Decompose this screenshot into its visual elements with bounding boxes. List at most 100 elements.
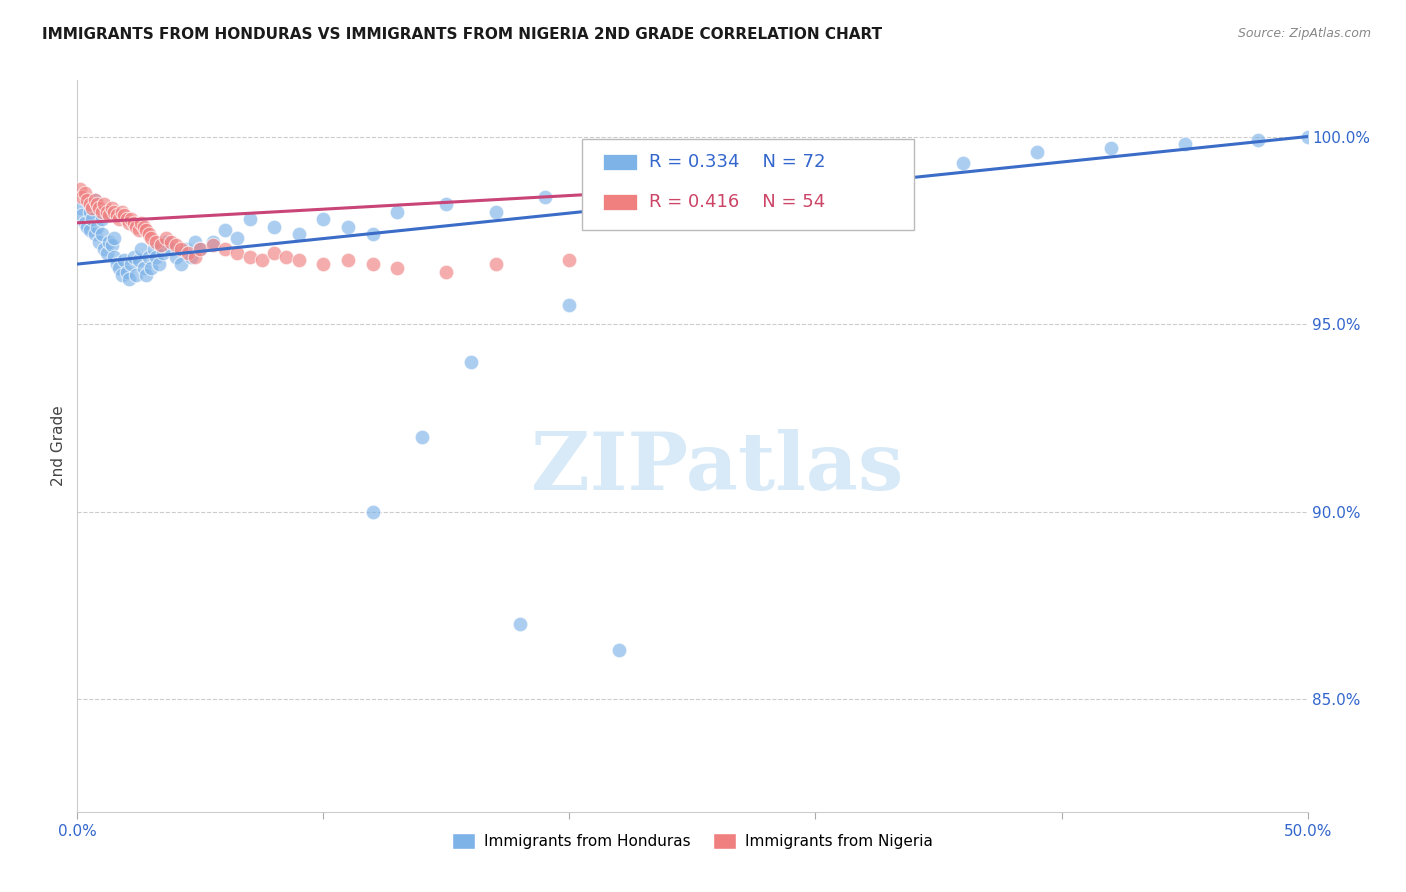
Point bbox=[128, 253, 150, 268]
Point bbox=[122, 216, 145, 230]
Point bbox=[129, 216, 153, 230]
Point bbox=[132, 219, 155, 234]
Point bbox=[112, 253, 135, 268]
Point bbox=[73, 216, 96, 230]
Point bbox=[89, 235, 111, 249]
Point bbox=[73, 186, 96, 200]
Point bbox=[485, 204, 508, 219]
Point bbox=[485, 257, 508, 271]
Point bbox=[79, 223, 101, 237]
Point bbox=[731, 167, 754, 181]
Point bbox=[141, 231, 163, 245]
Point bbox=[98, 235, 121, 249]
Point bbox=[90, 212, 114, 227]
Point bbox=[69, 182, 91, 196]
Point bbox=[129, 242, 153, 256]
Point bbox=[436, 197, 458, 211]
Point bbox=[82, 212, 104, 227]
Point bbox=[177, 245, 200, 260]
Point bbox=[135, 223, 157, 237]
Point bbox=[108, 212, 131, 227]
Point bbox=[90, 204, 114, 219]
Point bbox=[361, 227, 384, 241]
Point bbox=[174, 242, 197, 256]
Point bbox=[558, 253, 581, 268]
Point bbox=[583, 178, 606, 193]
Point bbox=[141, 260, 163, 275]
Point bbox=[89, 201, 111, 215]
Text: IMMIGRANTS FROM HONDURAS VS IMMIGRANTS FROM NIGERIA 2ND GRADE CORRELATION CHART: IMMIGRANTS FROM HONDURAS VS IMMIGRANTS F… bbox=[42, 27, 883, 42]
Point bbox=[121, 257, 143, 271]
Point bbox=[312, 257, 335, 271]
Point bbox=[105, 208, 128, 222]
Point bbox=[101, 238, 124, 252]
Point bbox=[83, 194, 105, 208]
Point bbox=[79, 204, 101, 219]
Point bbox=[108, 260, 131, 275]
Point bbox=[250, 253, 273, 268]
Point bbox=[165, 250, 187, 264]
Point bbox=[115, 264, 138, 278]
Legend: Immigrants from Honduras, Immigrants from Nigeria: Immigrants from Honduras, Immigrants fro… bbox=[446, 827, 939, 855]
Point bbox=[76, 194, 98, 208]
Point bbox=[138, 250, 160, 264]
Point bbox=[150, 238, 173, 252]
Point bbox=[201, 235, 224, 249]
Point bbox=[112, 208, 135, 222]
Point bbox=[76, 219, 98, 234]
Point bbox=[83, 227, 105, 241]
Point bbox=[82, 201, 104, 215]
Point bbox=[509, 617, 531, 632]
Point bbox=[150, 238, 173, 252]
Point bbox=[145, 250, 167, 264]
Point bbox=[361, 505, 384, 519]
Point bbox=[436, 264, 458, 278]
Point bbox=[93, 242, 115, 256]
Point bbox=[239, 212, 262, 227]
Y-axis label: 2nd Grade: 2nd Grade bbox=[51, 406, 66, 486]
Point bbox=[1247, 133, 1270, 147]
Point bbox=[1026, 145, 1049, 159]
Point bbox=[105, 257, 128, 271]
Point bbox=[155, 231, 177, 245]
Text: ZIPatlas: ZIPatlas bbox=[531, 429, 903, 507]
Point bbox=[534, 189, 557, 203]
Point bbox=[103, 231, 125, 245]
Point bbox=[170, 257, 193, 271]
Point bbox=[385, 260, 409, 275]
Point bbox=[411, 429, 433, 443]
Point bbox=[138, 227, 160, 241]
Point bbox=[288, 253, 311, 268]
Text: R = 0.416    N = 54: R = 0.416 N = 54 bbox=[650, 193, 825, 211]
Point bbox=[86, 197, 108, 211]
Point bbox=[125, 219, 148, 234]
Point bbox=[361, 257, 384, 271]
Point bbox=[111, 268, 132, 283]
Point bbox=[128, 223, 150, 237]
Point bbox=[879, 152, 901, 166]
Point bbox=[101, 201, 124, 215]
Point bbox=[121, 212, 143, 227]
Point bbox=[90, 227, 114, 241]
Point bbox=[460, 354, 482, 368]
Point bbox=[115, 212, 138, 227]
Point bbox=[111, 204, 132, 219]
Point bbox=[239, 250, 262, 264]
Point bbox=[184, 235, 207, 249]
FancyBboxPatch shape bbox=[603, 154, 637, 170]
Point bbox=[118, 216, 141, 230]
Point bbox=[226, 231, 249, 245]
Point bbox=[170, 242, 193, 256]
Point bbox=[122, 250, 145, 264]
FancyBboxPatch shape bbox=[582, 139, 914, 230]
Point bbox=[337, 219, 360, 234]
Point bbox=[558, 298, 581, 312]
Point bbox=[160, 242, 183, 256]
Point bbox=[152, 245, 174, 260]
Point bbox=[214, 242, 236, 256]
FancyBboxPatch shape bbox=[603, 194, 637, 210]
Point bbox=[148, 257, 170, 271]
Point bbox=[804, 160, 827, 174]
Point bbox=[607, 643, 630, 657]
Point bbox=[226, 245, 249, 260]
